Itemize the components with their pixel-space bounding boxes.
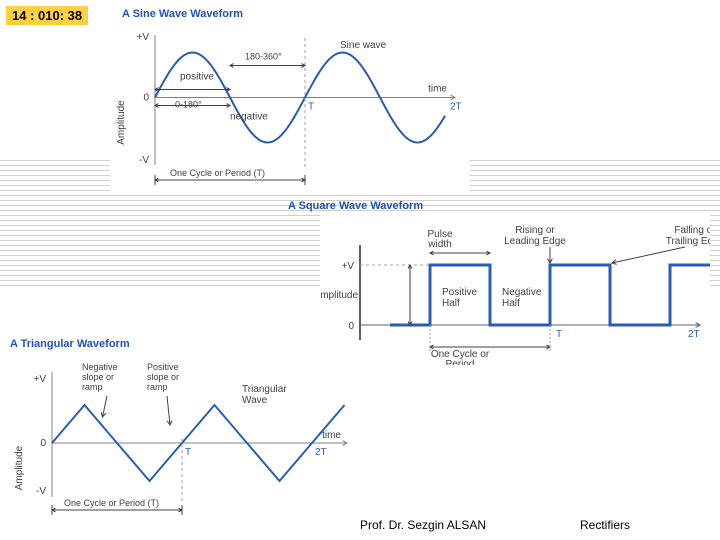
svg-text:time: time	[428, 84, 447, 95]
svg-text:2T: 2T	[688, 329, 700, 340]
svg-text:One Cycle or Period (T): One Cycle or Period (T)	[170, 168, 265, 178]
svg-text:Triangular: Triangular	[242, 384, 287, 395]
svg-text:time: time	[322, 430, 341, 441]
svg-text:ramp: ramp	[147, 382, 168, 392]
svg-text:Amplitude: Amplitude	[320, 290, 358, 301]
svg-text:Sine wave: Sine wave	[340, 40, 387, 51]
svg-text:+V: +V	[341, 261, 354, 272]
svg-text:width: width	[427, 239, 451, 250]
svg-text:Falling or: Falling or	[674, 225, 710, 236]
svg-text:2T: 2T	[450, 102, 462, 113]
sine-chart: +V 0 -V Amplitude T 2Ttime Sine wave positive ne…	[110, 20, 470, 195]
svg-text:0: 0	[143, 93, 149, 104]
svg-text:Half: Half	[502, 298, 520, 309]
svg-text:2T: 2T	[315, 447, 327, 458]
sine-title: A Sine Wave Waveform	[122, 8, 243, 20]
square-chart: +V0AmplitudePulsewidthPositiveHalfNegati…	[320, 215, 710, 365]
svg-text:0: 0	[40, 438, 46, 449]
svg-text:0-180°: 0-180°	[175, 100, 202, 110]
svg-text:Negative: Negative	[82, 362, 118, 372]
svg-text:Negative: Negative	[502, 287, 542, 298]
svg-text:+V: +V	[136, 32, 149, 43]
svg-text:T: T	[185, 447, 191, 458]
svg-text:T: T	[556, 329, 562, 340]
square-title: A Square Wave Waveform	[288, 200, 423, 212]
svg-text:positive: positive	[180, 72, 214, 83]
svg-text:Positive: Positive	[147, 362, 179, 372]
triangle-title: A Triangular Waveform	[10, 338, 130, 350]
footer-topic: Rectifiers	[580, 518, 630, 532]
svg-text:Amplitude: Amplitude	[14, 445, 25, 490]
triangle-chart: +V0-VAmplitudeT2TtimeNegativeslope orram…	[10, 352, 360, 522]
svg-text:slope or: slope or	[82, 372, 114, 382]
svg-text:Amplitude: Amplitude	[116, 100, 127, 145]
svg-text:Period: Period	[446, 359, 475, 365]
svg-text:Trailing Edge: Trailing Edge	[666, 236, 710, 247]
svg-text:One Cycle or Period (T): One Cycle or Period (T)	[64, 498, 159, 508]
svg-text:0: 0	[348, 321, 354, 332]
svg-text:Leading Edge: Leading Edge	[504, 236, 566, 247]
svg-text:Half: Half	[442, 298, 460, 309]
svg-text:Rising or: Rising or	[515, 225, 555, 236]
svg-text:-V: -V	[139, 155, 149, 166]
svg-text:T: T	[308, 102, 314, 113]
svg-text:+V: +V	[33, 374, 46, 385]
svg-text:Positive: Positive	[442, 287, 477, 298]
svg-text:ramp: ramp	[82, 382, 103, 392]
footer-author: Prof. Dr. Sezgin ALSAN	[360, 518, 486, 532]
svg-text:Wave: Wave	[242, 395, 268, 406]
svg-text:negative: negative	[230, 112, 268, 123]
svg-text:180-360°: 180-360°	[245, 52, 282, 62]
svg-text:-V: -V	[36, 486, 46, 497]
timestamp-badge: 14 : 010: 38	[6, 6, 88, 25]
svg-text:slope or: slope or	[147, 372, 179, 382]
